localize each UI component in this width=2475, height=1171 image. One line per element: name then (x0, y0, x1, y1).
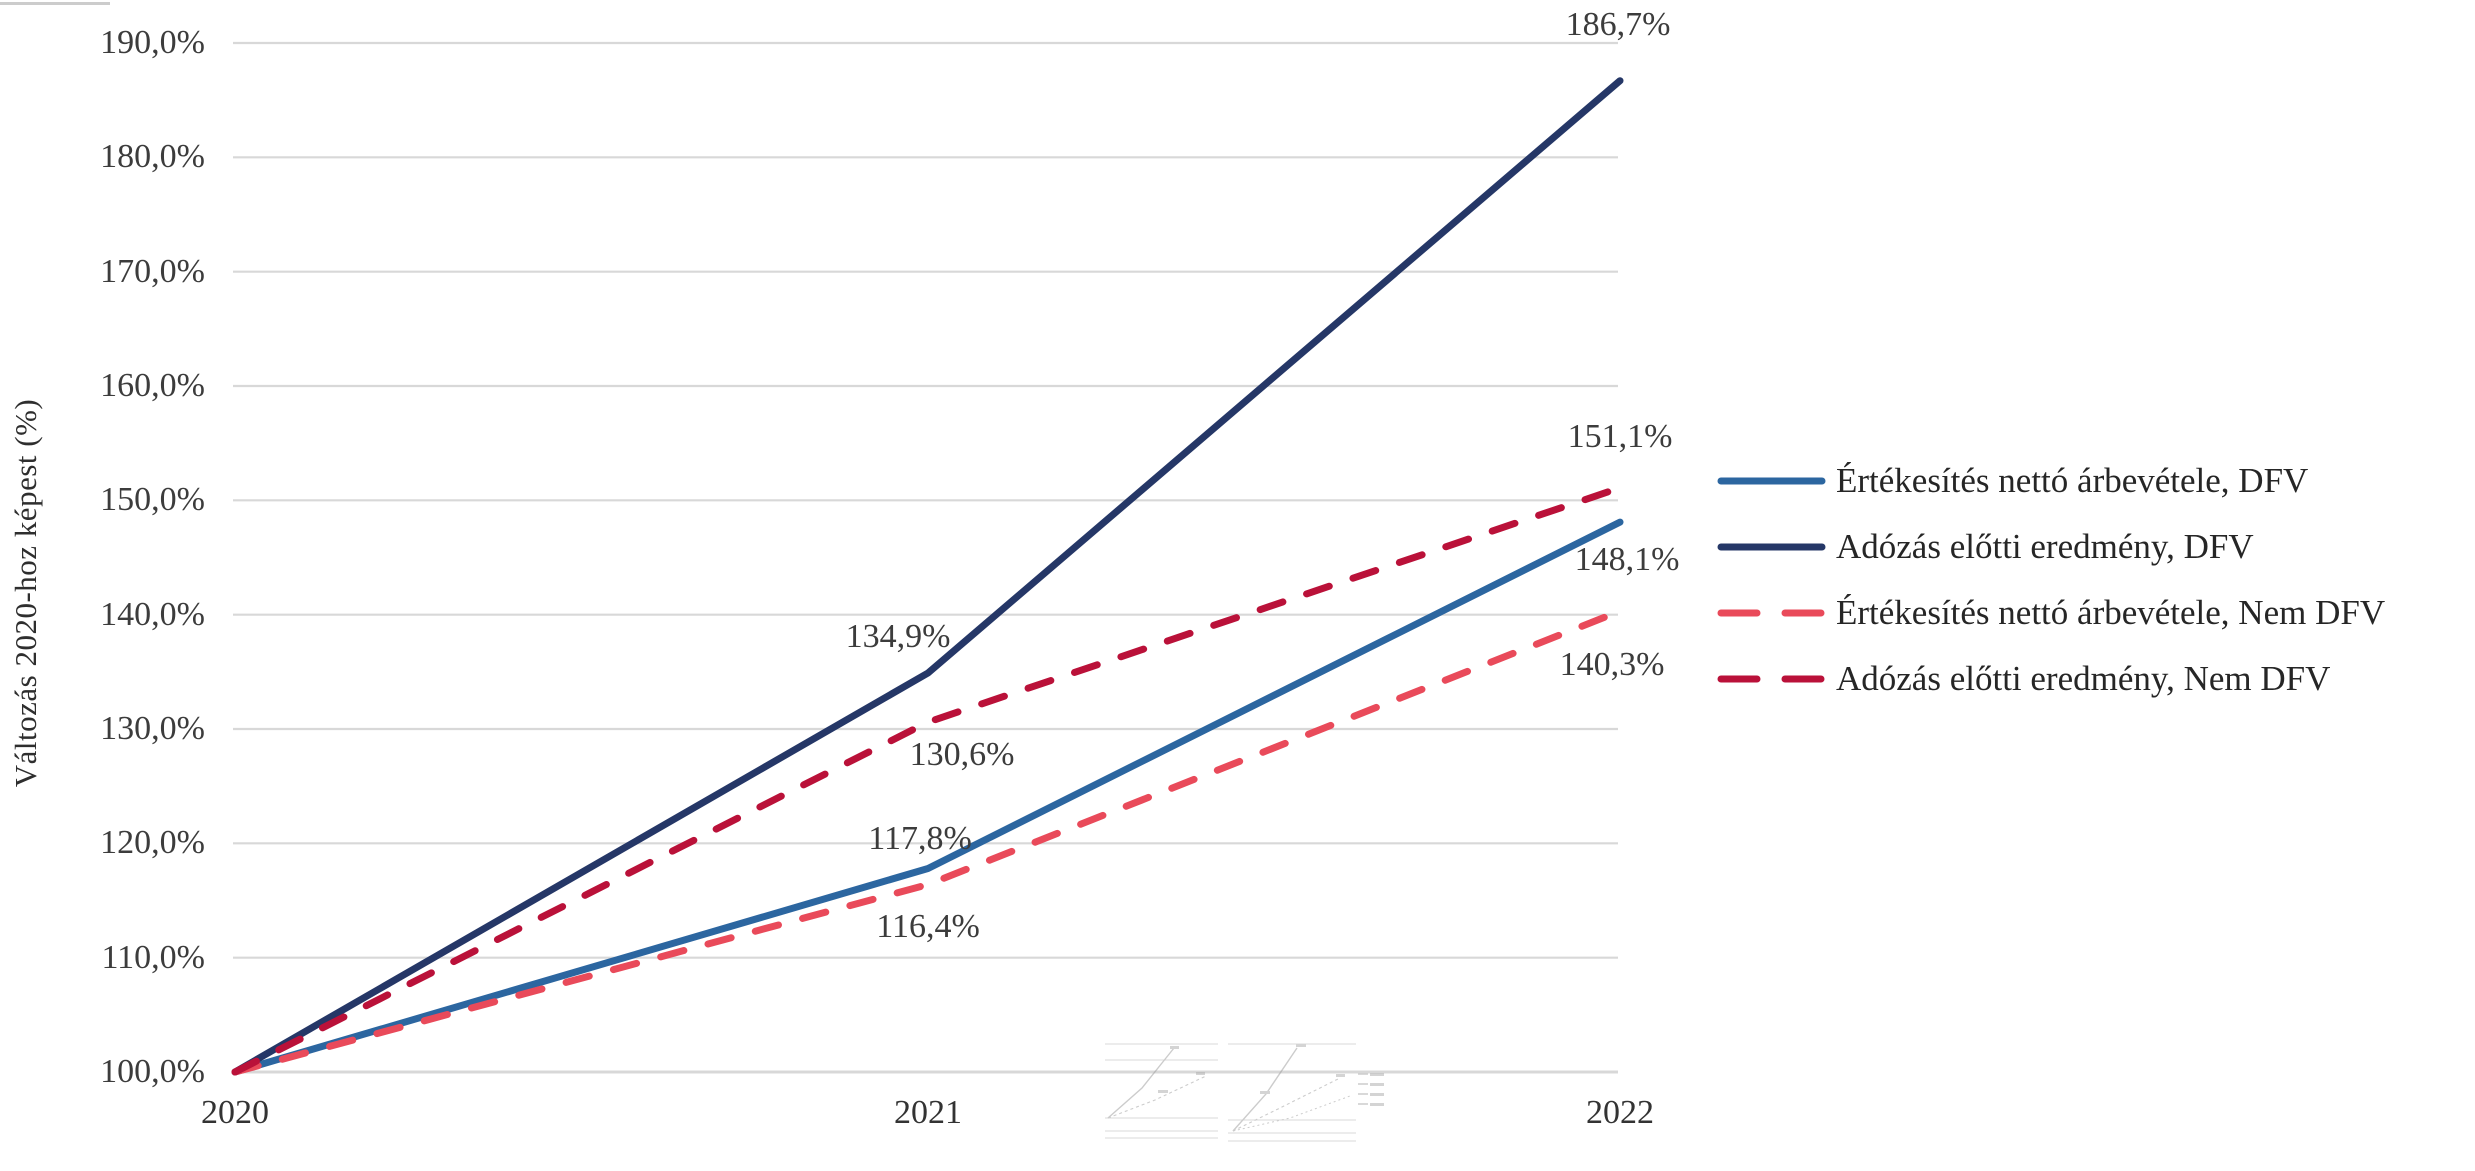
legend-line-swatch-icon (1717, 675, 1826, 683)
y-tick-label: 190,0% (100, 24, 205, 61)
legend-line-swatch-icon (1717, 609, 1826, 617)
data-label: 116,4% (876, 908, 980, 946)
data-label: 134,9% (845, 617, 951, 655)
y-tick-label: 110,0% (101, 938, 205, 976)
y-tick-label: 120,0% (100, 824, 205, 862)
data-label: 148,1% (1574, 541, 1680, 579)
data-label: 130,6% (909, 736, 1015, 774)
data-label: 117,8% (868, 820, 972, 858)
gridlines (233, 41, 1618, 1074)
legend-label: Adózás előtti eredmény, Nem DFV (1836, 659, 2331, 698)
x-tick-label: 2020 (201, 1094, 269, 1131)
legend-item: Adózás előtti eredmény, Nem DFV (1716, 656, 2330, 702)
y-tick-label: 150,0% (100, 481, 205, 519)
legend-line-swatch-icon (1717, 543, 1826, 551)
watermark-mini-charts-icon (1105, 1043, 1384, 1142)
legend-item: Értékesítés nettó árbevétele, Nem DFV (1716, 590, 2385, 636)
legend-label: Adózás előtti eredmény, DFV (1836, 527, 2254, 566)
series-line-0 (231, 518, 1624, 1076)
legend-line-swatch-icon (1717, 477, 1826, 485)
legend-item: Értékesítés nettó árbevétele, DFV (1716, 458, 2308, 504)
data-label: 186,7% (1565, 5, 1671, 43)
legend-item: Adózás előtti eredmény, DFV (1716, 524, 2254, 570)
y-tick-label: 180,0% (100, 138, 205, 176)
x-tick-label: 2021 (894, 1094, 962, 1131)
data-label: 140,3% (1559, 646, 1665, 684)
y-tick-label: 160,0% (100, 367, 205, 404)
series-line-1 (231, 77, 1624, 1076)
y-tick-label: 130,0% (100, 710, 205, 747)
series-line-3 (231, 484, 1624, 1076)
top-edge-artifact-line (0, 2, 110, 5)
y-tick-label: 100,0% (100, 1053, 205, 1090)
data-label: 151,1% (1567, 417, 1673, 455)
series-lines (231, 77, 1624, 1076)
x-tick-label: 2022 (1586, 1094, 1654, 1131)
y-tick-label: 140,0% (100, 595, 205, 633)
legend-label: Értékesítés nettó árbevétele, Nem DFV (1836, 593, 2386, 632)
legend-label: Értékesítés nettó árbevétele, DFV (1836, 461, 2309, 500)
y-tick-label: 170,0% (100, 252, 205, 290)
